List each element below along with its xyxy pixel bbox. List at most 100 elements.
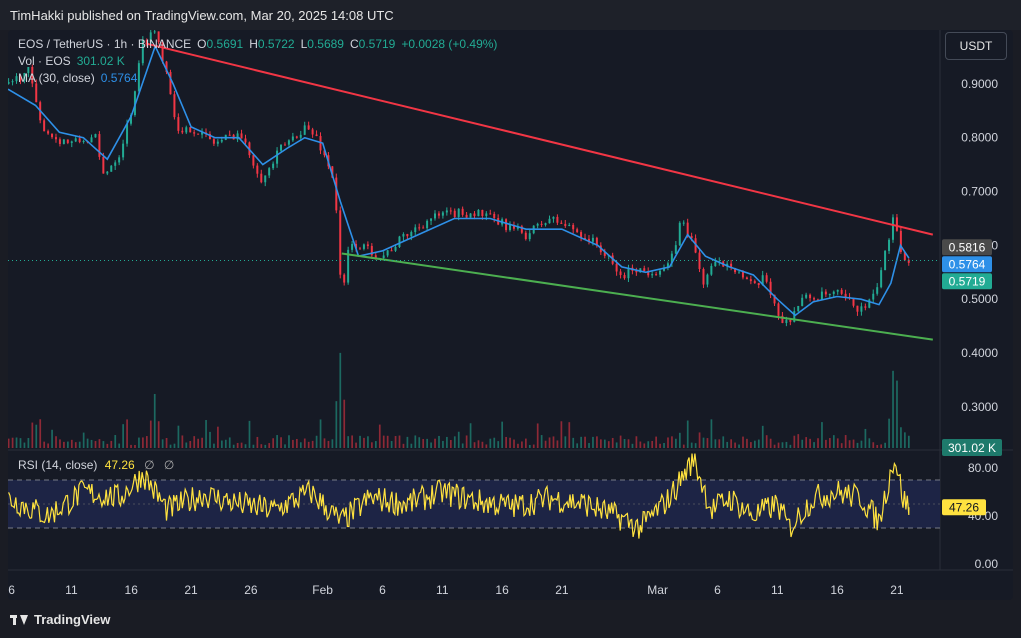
- volume-bar: [473, 442, 476, 448]
- candle-body: [335, 177, 338, 211]
- volume-bar: [406, 436, 409, 448]
- candle-body: [580, 232, 583, 238]
- candle-body: [165, 61, 168, 73]
- volume-bar: [142, 437, 144, 448]
- volume-bar: [43, 441, 46, 448]
- change-value: +0.0028 (+0.49%): [401, 37, 498, 51]
- candle-body: [181, 130, 184, 133]
- published-header: TimHakki published on TradingView.com, M…: [0, 0, 1021, 30]
- volume-bar: [623, 438, 626, 448]
- candle-body: [852, 298, 855, 306]
- rsi-badge: [942, 499, 986, 516]
- volume-bar: [631, 443, 634, 448]
- candle-body: [402, 234, 405, 237]
- candle-body: [461, 208, 464, 215]
- candle-body: [157, 31, 160, 43]
- candle-body: [149, 32, 152, 43]
- candle-body: [287, 140, 290, 145]
- volume-bar: [892, 370, 894, 448]
- candle-body: [895, 217, 898, 231]
- volume-bar: [414, 435, 417, 448]
- volume-bar: [442, 440, 444, 448]
- volume-bar: [209, 431, 211, 448]
- volume-bar: [220, 440, 223, 448]
- price-tick-label: 0.5000: [961, 292, 998, 306]
- volume-bar: [94, 441, 97, 448]
- volume-bar: [418, 437, 421, 448]
- candle-body: [785, 319, 788, 324]
- volume-bar: [769, 438, 772, 448]
- volume-bar: [765, 435, 768, 448]
- candle-body: [260, 173, 263, 183]
- candle-body: [698, 252, 701, 269]
- price-badge-close: [942, 273, 992, 290]
- volume-bar: [836, 438, 839, 448]
- volume-bar: [485, 444, 488, 448]
- close-value: 0.5719: [358, 37, 396, 51]
- footer-brand[interactable]: TradingView: [34, 612, 111, 627]
- candle-body: [757, 283, 760, 285]
- volume-bar: [398, 435, 401, 448]
- candle-body: [70, 141, 73, 143]
- candle-body: [836, 289, 839, 292]
- candle-body: [433, 213, 436, 219]
- volume-bar: [513, 439, 515, 448]
- candle-body: [94, 134, 97, 138]
- volume-bar: [856, 442, 859, 448]
- rsi-label[interactable]: RSI (14, close): [18, 458, 98, 472]
- volume-bar: [169, 444, 172, 448]
- volume-bar: [181, 435, 184, 448]
- candle-body: [386, 250, 389, 256]
- candle-body: [528, 233, 531, 240]
- chart-frame[interactable]: 0.90000.80000.70000.60000.50000.40000.30…: [8, 30, 1013, 600]
- candle-body: [220, 139, 223, 142]
- ma-value: 0.5764: [100, 71, 138, 85]
- ma-line: [8, 44, 910, 317]
- candle-body: [228, 134, 231, 136]
- volume-bar: [90, 439, 93, 448]
- volume-bar: [264, 444, 267, 448]
- candle-body: [591, 237, 594, 242]
- volume-bar: [698, 432, 701, 448]
- volume-bar: [734, 442, 736, 448]
- volume-bar: [126, 419, 128, 448]
- volume-bar: [726, 441, 729, 448]
- volume-bar: [678, 432, 681, 448]
- candle-body: [19, 76, 22, 81]
- volume-bar: [809, 438, 811, 448]
- tradingview-logo-icon[interactable]: [10, 614, 28, 626]
- candle-body: [54, 137, 57, 140]
- volume-bar: [904, 432, 906, 448]
- candle-body: [536, 223, 539, 226]
- candle-body: [173, 94, 176, 118]
- time-tick-label: 6: [714, 583, 721, 597]
- volume-bar: [832, 435, 835, 448]
- candle-body: [828, 293, 831, 295]
- rsi-legend: RSI (14, close) 47.26 ∅ ∅: [18, 458, 174, 472]
- ma-label[interactable]: MA (30, close): [18, 71, 95, 85]
- volume-bar: [256, 436, 259, 448]
- candle-body: [153, 31, 156, 33]
- volume-bar: [78, 441, 81, 448]
- volume-bar: [750, 442, 752, 448]
- vol-label[interactable]: Vol · EOS: [18, 54, 71, 68]
- volume-bar: [327, 440, 330, 448]
- candle-body: [374, 255, 377, 258]
- currency-button[interactable]: USDT: [945, 32, 1007, 60]
- candle-body: [414, 227, 417, 233]
- candle-body: [627, 267, 630, 279]
- candle-body: [315, 134, 318, 137]
- volume-bar: [311, 440, 314, 448]
- volume-bar: [572, 437, 575, 448]
- candle-body: [58, 139, 61, 144]
- time-tick-label: 16: [125, 583, 139, 597]
- candle-body: [51, 133, 54, 138]
- candle-body: [682, 222, 685, 224]
- candle-body: [805, 294, 808, 298]
- volume-bar: [600, 439, 602, 448]
- symbol-label[interactable]: EOS / TetherUS · 1h · BINANCE: [18, 37, 192, 51]
- candle-body: [272, 163, 275, 169]
- price-chart[interactable]: 0.90000.80000.70000.60000.50000.40000.30…: [8, 30, 1013, 600]
- volume-bar: [738, 444, 740, 448]
- volume-bar: [82, 432, 85, 448]
